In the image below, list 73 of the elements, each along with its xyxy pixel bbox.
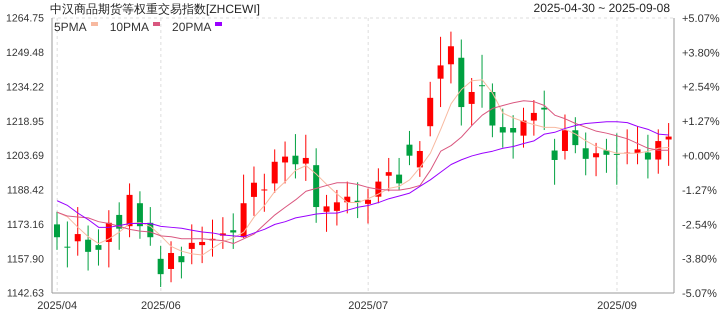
y-tick-label: 1173.16: [6, 218, 44, 231]
candlestick: [178, 246, 184, 279]
candlestick: [603, 138, 610, 174]
candlestick: [292, 134, 298, 179]
y2-tick-label: +0.00%: [682, 150, 720, 162]
candlestick: [250, 166, 257, 216]
candlestick: [344, 181, 350, 214]
legend-label: 5PMA: [54, 20, 87, 34]
legend-label: 10PMA: [110, 20, 150, 34]
y-tick-label: 1218.95: [6, 116, 44, 128]
candlestick: [302, 134, 309, 182]
candlestick: [520, 107, 526, 148]
legend-label: 20PMA: [172, 20, 212, 34]
candlestick: [510, 114, 516, 160]
y2-tick-label: -3.80%: [682, 253, 718, 266]
candlestick: [479, 54, 486, 108]
y-tick-label: 1142.63: [6, 288, 44, 300]
candlestick: [365, 188, 371, 224]
candlestick: [562, 114, 568, 160]
y-tick-label: 1234.22: [6, 81, 44, 94]
candlestick: [272, 148, 278, 194]
candlestick: [74, 206, 81, 256]
candlestick: [500, 108, 506, 148]
candlestick: [541, 90, 548, 131]
y-tick-label: 1157.90: [6, 253, 44, 266]
y2-tick-label: +3.80%: [682, 47, 720, 60]
x-tick-label: 2025/04: [37, 300, 78, 312]
candlestick: [552, 138, 558, 186]
candlestick: [530, 100, 537, 136]
y2-tick-label: -1.27%: [682, 184, 718, 197]
candlestick: [334, 189, 340, 226]
candlestick: [54, 211, 60, 250]
y-tick-label: 1264.75: [6, 12, 44, 25]
candlestick: [582, 132, 589, 176]
y2-tick-label: +2.54%: [682, 82, 720, 94]
y2-tick-label: -2.54%: [682, 219, 718, 232]
x-tick-label: 2025/09: [597, 300, 637, 312]
line-series: [56, 100, 670, 244]
candlestick: [614, 132, 620, 186]
candlestick: [95, 228, 102, 266]
candlestick: [64, 220, 70, 268]
candlestick: [136, 190, 143, 240]
chart-subtitle: 2025-04-30 ~ 2025-09-08: [534, 1, 670, 15]
candlestick: [416, 140, 423, 178]
candlestick: [448, 31, 454, 84]
candlestick: [168, 240, 174, 283]
y-tick-label: 1188.42: [6, 184, 44, 197]
y-tick-label: 1203.69: [6, 150, 44, 162]
y2-tick-label: +1.27%: [682, 116, 720, 128]
x-tick-label: 2025/07: [348, 300, 388, 312]
line-series: [56, 79, 670, 256]
y2-tick-label: -5.07%: [682, 288, 718, 300]
candlestick: [593, 142, 600, 177]
candlestick: [644, 134, 651, 179]
x-tick-label: 2025/06: [140, 300, 181, 312]
candlestick: [396, 157, 402, 191]
candlestick: [666, 122, 672, 166]
candlestick: [468, 78, 475, 126]
candlestick: [282, 141, 288, 184]
candlestick: [85, 225, 92, 272]
candlestick: [324, 194, 330, 232]
chart-title: 中汉商品期货等权重交易指数[ZHCEWI]: [50, 1, 260, 18]
candlestick: [261, 173, 268, 212]
candlestick: [386, 157, 392, 192]
candlestick: [230, 212, 236, 250]
candlestick: [158, 245, 164, 288]
y2-tick-label: +5.07%: [682, 12, 720, 25]
candlestick: [188, 224, 195, 265]
candlestick: [406, 130, 412, 166]
candlestick: [438, 36, 444, 108]
y-tick-label: 1249.48: [6, 47, 44, 60]
candlestick: [572, 116, 578, 154]
candlestick: [199, 226, 206, 264]
